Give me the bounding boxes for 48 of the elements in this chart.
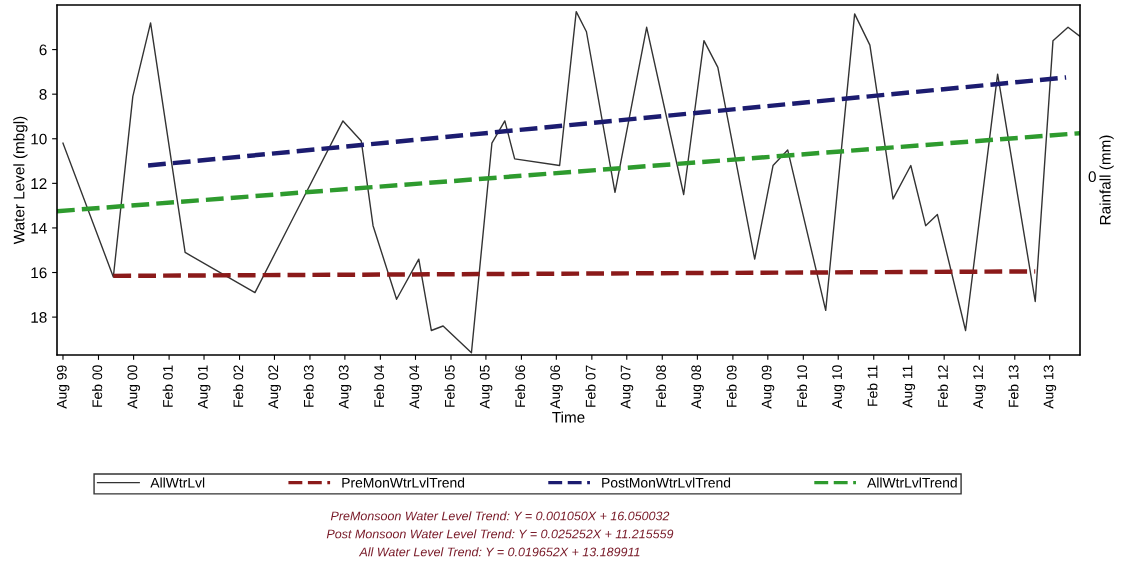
x-tick-label: Feb 11 bbox=[867, 365, 878, 406]
x-tick-label: Aug 09 bbox=[761, 365, 775, 409]
x-tick-label: Feb 07 bbox=[585, 365, 596, 407]
text: All Water Level Trend: Y = 0.019652X + 13.189911 bbox=[358, 547, 640, 557]
x-tick-label: Aug 01 bbox=[197, 365, 211, 409]
x-tick-label: Feb 02 bbox=[233, 365, 244, 407]
x-tick-label: Aug 07 bbox=[620, 365, 634, 409]
y-tick-label: 16 bbox=[31, 267, 47, 279]
x-tick-label: Aug 08 bbox=[691, 365, 704, 409]
legend-label: AllWtrLvl bbox=[150, 477, 205, 488]
y-tick-label: 18 bbox=[31, 311, 47, 323]
legend-label: AllWtrLvlTrend bbox=[867, 477, 957, 488]
y-tick-label: 8 bbox=[39, 89, 47, 100]
x-tick-label: Feb 13 bbox=[1008, 365, 1019, 407]
y-tick-label: 14 bbox=[31, 222, 47, 234]
text: Post Monsoon Water Level Trend: Y = 0.025252X + 11.215559 bbox=[326, 529, 674, 539]
x-tick-label: Feb 12 bbox=[937, 365, 948, 407]
x-tick-label: Aug 00 bbox=[127, 365, 141, 409]
legend-label: PostMonWtrLvlTrend bbox=[602, 477, 731, 488]
x-tick-label: Feb 00 bbox=[92, 365, 103, 407]
x-tick-label: Aug 02 bbox=[268, 365, 281, 409]
x-tick-label: Feb 04 bbox=[373, 365, 385, 407]
x-tick-label: Aug 04 bbox=[409, 365, 422, 409]
x-tick-label: Aug 11 bbox=[902, 365, 916, 408]
x-tick-label: Feb 03 bbox=[303, 365, 314, 407]
y-tick-label: 12 bbox=[31, 178, 47, 189]
x-tick-label: Aug 12 bbox=[973, 365, 986, 409]
x-tick-label: Aug 05 bbox=[479, 365, 493, 409]
x-tick-label: Feb 10 bbox=[796, 365, 808, 407]
x-tick-label: Feb 09 bbox=[726, 365, 737, 407]
legend-label: PreMonWtrLvlTrend bbox=[342, 477, 465, 488]
x-tick-label: Feb 08 bbox=[655, 365, 666, 407]
y-tick-label: 10 bbox=[31, 133, 47, 145]
x-tick-label: Aug 06 bbox=[550, 365, 563, 409]
x-tick-label: Aug 03 bbox=[338, 365, 352, 409]
x-axis-title: Time bbox=[552, 411, 585, 423]
x-tick-label: Feb 01 bbox=[162, 365, 173, 407]
x-tick-label: Feb 05 bbox=[444, 365, 455, 407]
y2-axis-title: Rainfall (mm) bbox=[1099, 135, 1114, 225]
line-series bbox=[62, 10, 1080, 354]
y-axis-title: Water Level (mbgl) bbox=[13, 116, 28, 245]
x-tick-label: Feb 06 bbox=[514, 365, 526, 407]
x-tick-label: Aug 99 bbox=[56, 365, 70, 409]
x-tick-label: Aug 13 bbox=[1043, 365, 1057, 409]
y-tick-label: 6 bbox=[39, 44, 47, 56]
text: PreMonsoon Water Level Trend: Y = 0.001050X + 16.050032 bbox=[330, 511, 670, 521]
text: 0 bbox=[1088, 171, 1096, 183]
x-tick-label: Aug 10 bbox=[832, 365, 845, 409]
